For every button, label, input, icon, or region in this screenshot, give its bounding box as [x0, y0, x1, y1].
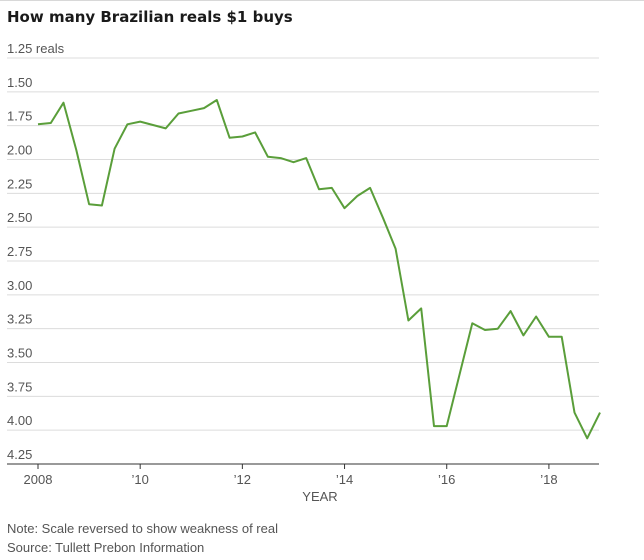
y-tick-label: 1.25 reals — [7, 41, 65, 56]
x-axis-title: YEAR — [302, 489, 337, 504]
y-axis-ticks: 1.25 reals 1.50 1.75 2.00 2.25 2.50 2.75 3.00 3.… — [7, 41, 65, 462]
y-tick-label: 2.50 — [7, 210, 32, 225]
y-tick-label: 3.50 — [7, 346, 32, 361]
y-tick-label: 3.00 — [7, 278, 32, 293]
y-tick-label: 4.00 — [7, 413, 32, 428]
y-tick-label: 1.50 — [7, 75, 32, 90]
y-tick-label: 4.25 — [7, 447, 32, 462]
x-tick-label: 2008 — [24, 472, 53, 487]
x-tick-label: ’12 — [234, 472, 251, 487]
data-series — [37, 99, 601, 440]
x-tick-label: ’16 — [438, 472, 455, 487]
y-tick-label: 2.75 — [7, 244, 32, 259]
y-tick-label: 3.25 — [7, 312, 32, 327]
x-tick-label: ’10 — [132, 472, 149, 487]
line-chart: 1.25 reals 1.50 1.75 2.00 2.25 2.50 2.75 3.00 3.… — [7, 41, 601, 504]
top-rule — [0, 0, 644, 1]
y-tick-label: 3.75 — [7, 379, 32, 394]
y-tick-label: 1.75 — [7, 109, 32, 124]
x-tick-label: ’18 — [540, 472, 557, 487]
y-tick-label: 2.25 — [7, 176, 32, 191]
x-axis-ticks: 2008 ’10 ’12 ’14 ’16 ’18 — [24, 464, 558, 487]
x-tick-label: ’14 — [336, 472, 353, 487]
chart-note: Note: Scale reversed to show weakness of… — [7, 521, 278, 536]
chart-title: How many Brazilian reals $1 buys — [7, 8, 293, 26]
grid-lines — [7, 57, 599, 431]
chart-source: Source: Tullett Prebon Information — [7, 540, 205, 555]
series-line — [37, 99, 601, 440]
y-tick-label: 2.00 — [7, 143, 32, 158]
